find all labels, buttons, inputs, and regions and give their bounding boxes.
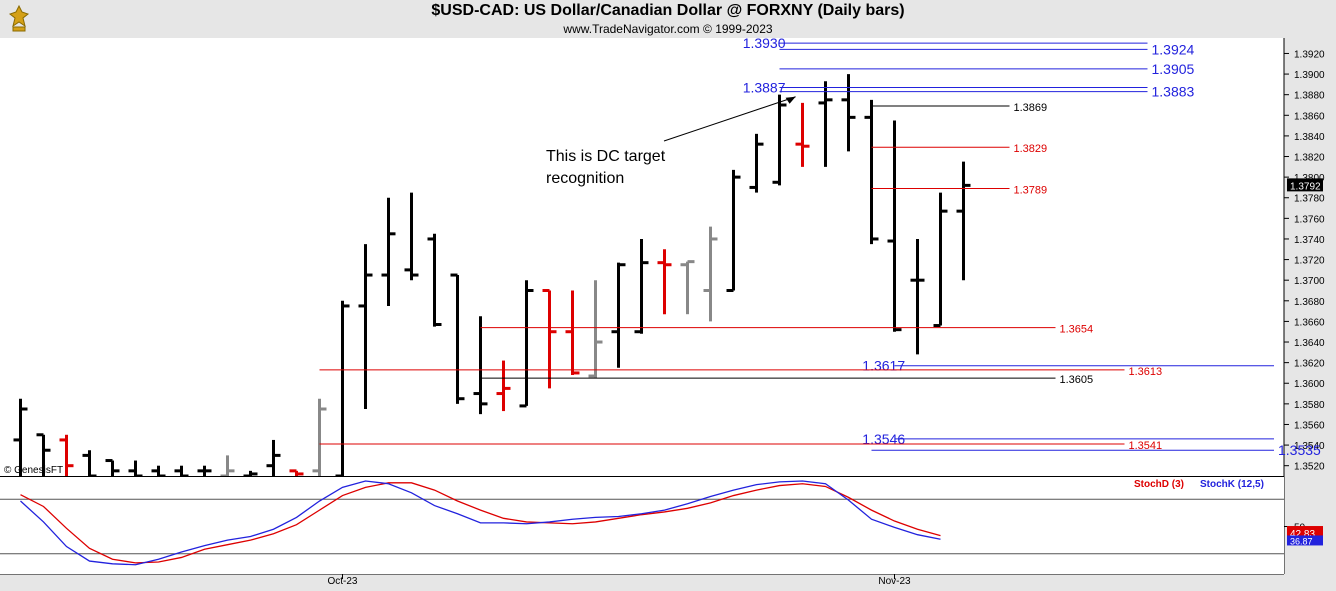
y-tick-label: 1.3840 bbox=[1294, 132, 1325, 143]
legend-stochd: StochD (3) bbox=[1134, 479, 1184, 490]
ohlc-bar bbox=[680, 260, 695, 315]
ohlc-bar bbox=[404, 192, 419, 281]
ohlc-bar bbox=[933, 192, 948, 328]
ohlc-bar bbox=[864, 99, 879, 245]
level-label: 1.3905 bbox=[1152, 61, 1195, 77]
price-panel: 1.3520 1.3540 1.3560 1.3580 1.3600 1.3620 1.36… bbox=[0, 35, 1325, 587]
ohlc-bar bbox=[910, 238, 925, 355]
ohlc-bar bbox=[703, 226, 718, 322]
level-label: 1.3829 bbox=[1014, 143, 1048, 155]
ohlc-bar bbox=[13, 398, 28, 482]
y-tick-label: 1.3720 bbox=[1294, 256, 1325, 267]
ohlc-bar bbox=[657, 249, 672, 315]
stochastic-series-line bbox=[20, 482, 941, 564]
level-label: 1.3789 bbox=[1014, 184, 1048, 196]
level-label: 1.3605 bbox=[1060, 374, 1094, 386]
level-label: 1.3617 bbox=[862, 358, 905, 374]
copyright-label: © GenesisFT bbox=[4, 465, 63, 476]
chart-title: $USD-CAD: US Dollar/Canadian Dollar @ FO… bbox=[431, 2, 905, 19]
level-label: 1.3924 bbox=[1152, 41, 1195, 57]
ohlc-bar bbox=[358, 244, 373, 410]
y-tick-label: 1.3920 bbox=[1294, 49, 1325, 60]
level-label: 1.3869 bbox=[1014, 102, 1048, 114]
stochk-value-box bbox=[1287, 535, 1323, 546]
annotation-arrowhead bbox=[785, 96, 796, 104]
level-label: 1.3883 bbox=[1152, 84, 1195, 100]
chart-subtitle: www.TradeNavigator.com © 1999-2023 bbox=[563, 22, 773, 36]
ohlc-bar bbox=[427, 233, 442, 327]
time-axis-background bbox=[0, 574, 1284, 591]
level-label: 1.3535 bbox=[1278, 442, 1321, 458]
annotation-text: recognition bbox=[546, 170, 624, 187]
level-label: 1.3654 bbox=[1060, 324, 1094, 336]
level-label: 1.3930 bbox=[743, 35, 786, 51]
ohlc-bar bbox=[496, 360, 511, 412]
ohlc-bar bbox=[542, 288, 557, 389]
level-label: 1.3613 bbox=[1129, 366, 1163, 378]
level-label: 1.3546 bbox=[862, 431, 905, 447]
y-tick-label: 1.3520 bbox=[1294, 462, 1325, 473]
y-tick-label: 1.3740 bbox=[1294, 235, 1325, 246]
stochastic-series-line bbox=[20, 480, 941, 566]
y-tick-label: 1.3640 bbox=[1294, 338, 1325, 349]
ohlc-bar bbox=[312, 398, 327, 482]
ohlc-bar bbox=[611, 262, 626, 368]
legend-stochk: StochK (12,5) bbox=[1200, 479, 1264, 490]
title-bar bbox=[0, 0, 1336, 38]
y-tick-label: 1.3820 bbox=[1294, 153, 1325, 164]
y-tick-label: 1.3620 bbox=[1294, 359, 1325, 370]
ohlc-bar bbox=[381, 197, 396, 306]
y-tick-label: 1.3540 bbox=[1294, 441, 1325, 452]
y-tick-label: 1.3900 bbox=[1294, 70, 1325, 81]
ohlc-bar bbox=[726, 169, 741, 292]
ohlc-bar bbox=[956, 161, 971, 281]
y-tick-label: 1.3780 bbox=[1294, 194, 1325, 205]
y-tick-label: 1.3560 bbox=[1294, 420, 1325, 431]
ohlc-bar bbox=[36, 433, 51, 482]
stochd-value-label: 42.83 bbox=[1290, 529, 1315, 540]
ohlc-bar bbox=[887, 120, 902, 332]
ohlc-bar bbox=[818, 81, 833, 167]
ohlc-bar bbox=[59, 434, 74, 482]
y-tick-label: 1.3700 bbox=[1294, 276, 1325, 287]
last-price-box bbox=[1287, 178, 1323, 192]
axis-panel-background bbox=[1284, 38, 1336, 591]
ohlc-bar bbox=[634, 238, 649, 334]
y-tick-label: 1.3860 bbox=[1294, 111, 1325, 122]
ohlc-bar bbox=[473, 316, 488, 415]
ohlc-bar bbox=[588, 280, 603, 379]
y-tick-label: 1.3580 bbox=[1294, 400, 1325, 411]
gold-figure-logo-icon bbox=[8, 4, 30, 32]
x-tick-label: Nov-23 bbox=[878, 576, 911, 587]
y-tick-label: 1.3760 bbox=[1294, 214, 1325, 225]
stochk-value-label: 36.87 bbox=[1290, 536, 1313, 546]
annotation-arrow bbox=[663, 96, 796, 142]
ohlc-bar bbox=[565, 290, 580, 376]
ohlc-bar bbox=[841, 74, 856, 152]
stochastic-background bbox=[0, 477, 1284, 574]
ohlc-bar bbox=[795, 102, 810, 167]
last-price-label: 1.3792 bbox=[1290, 181, 1321, 192]
level-label: 1.3887 bbox=[743, 79, 786, 95]
y-tick-label: 1.3660 bbox=[1294, 317, 1325, 328]
y-tick-label: 1.3600 bbox=[1294, 379, 1325, 390]
y-tick-label: 1.3880 bbox=[1294, 91, 1325, 102]
level-label: 1.3541 bbox=[1129, 440, 1163, 452]
ohlc-bar bbox=[519, 280, 534, 408]
ohlc-bar bbox=[450, 273, 465, 404]
ohlc-bar bbox=[266, 439, 281, 482]
ohlc-bar bbox=[749, 133, 764, 193]
y-tick-label: 1.3680 bbox=[1294, 297, 1325, 308]
ohlc-bar bbox=[772, 94, 787, 186]
annotation-text: This is DC target bbox=[546, 148, 666, 165]
x-tick-label: Oct-23 bbox=[327, 576, 357, 587]
